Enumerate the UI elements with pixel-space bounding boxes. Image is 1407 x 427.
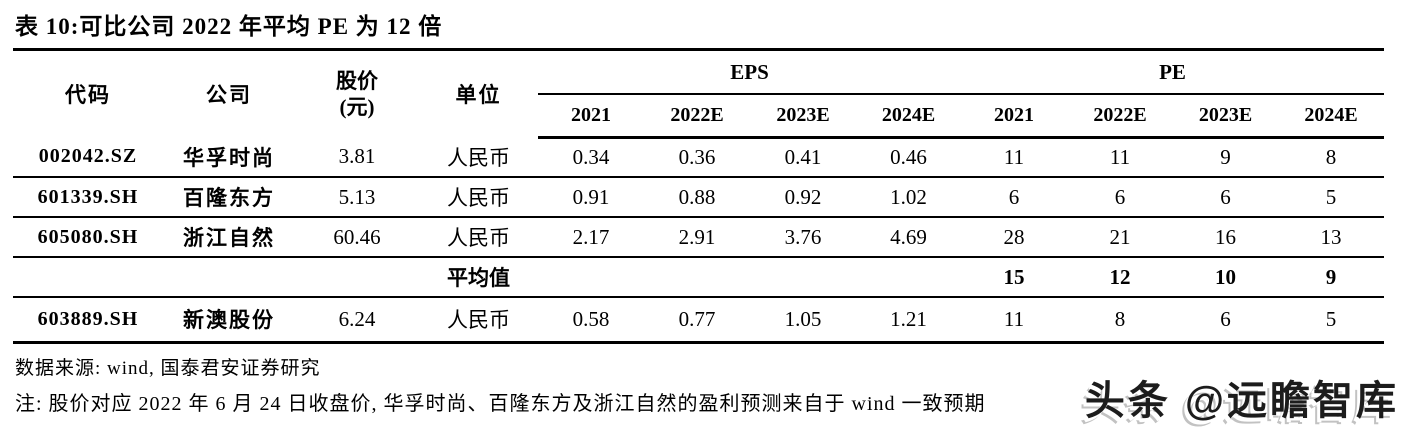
- watermark: 头条 @远瞻智库: [1084, 379, 1399, 423]
- stock-price: 5.13: [295, 177, 419, 218]
- eps-2024e: 0.46: [856, 137, 962, 178]
- pe-2022e: 6: [1067, 177, 1174, 218]
- stock-price: 3.81: [295, 137, 419, 178]
- pe-2023e: 6: [1173, 177, 1279, 218]
- eps-2021: 0.91: [538, 177, 644, 218]
- eps-2023e: 3.76: [750, 217, 856, 258]
- company-name: 百隆东方: [163, 177, 295, 218]
- col-header-company: 公司: [206, 83, 252, 107]
- eps-2024e: 1.02: [856, 177, 962, 218]
- empty-cell: [163, 257, 295, 298]
- stock-code: 601339.SH: [13, 177, 163, 218]
- col-header-price-line2: (元): [339, 95, 375, 119]
- stock-price: 6.24: [295, 297, 419, 344]
- stock-price: 60.46: [295, 217, 419, 258]
- col-header-price: 股价 (元): [295, 51, 419, 137]
- pe-2023e: 9: [1173, 137, 1279, 178]
- empty-cell: [750, 257, 856, 298]
- currency-unit: 人民币: [419, 177, 538, 218]
- currency-unit: 人民币: [419, 217, 538, 258]
- avg-pe-2024e: 9: [1278, 257, 1385, 298]
- col-header-price-line1: 股价: [336, 68, 378, 93]
- empty-cell: [295, 257, 419, 298]
- eps-2023e: 1.05: [750, 297, 856, 344]
- empty-cell: [856, 257, 962, 298]
- eps-2022e: 0.77: [644, 297, 750, 344]
- table-row-bailong: 601339.SH 百隆东方 5.13 人民币 0.91 0.88 0.92 1…: [13, 177, 1385, 218]
- eps-2021: 0.34: [538, 137, 644, 178]
- eps-2024e: 4.69: [856, 217, 962, 258]
- empty-cell: [644, 257, 750, 298]
- col-header-code: 代码: [65, 83, 111, 107]
- pe-2022e: 21: [1067, 217, 1174, 258]
- pe-2021: 6: [961, 177, 1068, 218]
- eps-2021: 2.17: [538, 217, 644, 258]
- pe-2024e: 5: [1278, 297, 1385, 344]
- table-header: 代码 公司 股价 (元) 单位 EPS PE 2021 2022E 2023E …: [13, 51, 1385, 139]
- eps-year-2022e: 2022E: [644, 94, 750, 139]
- pe-2022e: 8: [1067, 297, 1174, 344]
- col-header-unit: 单位: [455, 83, 502, 107]
- company-name: 新澳股份: [163, 297, 295, 344]
- currency-unit: 人民币: [419, 297, 538, 344]
- comparable-company-report: 表 10:可比公司 2022 年平均 PE 为 12 倍 代码 公司 股价 (元…: [13, 0, 1385, 416]
- pe-year-2023e: 2023E: [1173, 94, 1279, 139]
- pe-year-2022e: 2022E: [1067, 94, 1174, 139]
- table-row-average: 平均值 15 12 10 9: [13, 257, 1385, 298]
- header-years-row: 2021 2022E 2023E 2024E 2021 2022E 2023E …: [13, 94, 1385, 139]
- table-body: 002042.SZ 华孚时尚 3.81 人民币 0.34 0.36 0.41 0…: [13, 137, 1385, 344]
- avg-pe-2023e: 10: [1173, 257, 1279, 298]
- eps-2022e: 2.91: [644, 217, 750, 258]
- pe-2024e: 13: [1278, 217, 1385, 258]
- pe-2022e: 11: [1067, 137, 1174, 178]
- company-name: 华孚时尚: [163, 137, 295, 178]
- eps-year-2023e: 2023E: [750, 94, 856, 139]
- eps-year-2024e: 2024E: [856, 94, 962, 139]
- eps-2021: 0.58: [538, 297, 644, 344]
- eps-year-2021: 2021: [538, 94, 644, 139]
- eps-2023e: 0.92: [750, 177, 856, 218]
- group-header-eps: EPS: [538, 51, 962, 95]
- footnote: 注: 股价对应 2022 年 6 月 24 日收盘价, 华孚时尚、百隆东方及浙江…: [15, 392, 986, 415]
- pe-2023e: 16: [1173, 217, 1279, 258]
- avg-pe-2022e: 12: [1067, 257, 1174, 298]
- empty-cell: [13, 257, 163, 298]
- data-source-note: 数据来源: wind, 国泰君安证券研究: [15, 357, 321, 379]
- pe-2024e: 5: [1278, 177, 1385, 218]
- eps-2022e: 0.36: [644, 137, 750, 178]
- stock-code: 002042.SZ: [13, 137, 163, 178]
- table-row-huafu: 002042.SZ 华孚时尚 3.81 人民币 0.34 0.36 0.41 0…: [13, 137, 1385, 178]
- header-group-row: 代码 公司 股价 (元) 单位 EPS PE: [13, 51, 1385, 119]
- pe-year-2021: 2021: [961, 94, 1068, 139]
- table-row-zhejiang: 605080.SH 浙江自然 60.46 人民币 2.17 2.91 3.76 …: [13, 217, 1385, 258]
- table-title: 表 10:可比公司 2022 年平均 PE 为 12 倍: [13, 0, 1384, 51]
- currency-unit: 人民币: [419, 137, 538, 178]
- pe-comparison-table: 代码 公司 股价 (元) 单位 EPS PE 2021 2022E 2023E …: [13, 51, 1385, 344]
- eps-2024e: 1.21: [856, 297, 962, 344]
- pe-2021: 11: [961, 137, 1068, 178]
- stock-code: 605080.SH: [13, 217, 163, 258]
- pe-2021: 28: [961, 217, 1068, 258]
- pe-year-2024e: 2024E: [1278, 94, 1385, 139]
- stock-code: 603889.SH: [13, 297, 163, 344]
- eps-2022e: 0.88: [644, 177, 750, 218]
- company-name: 浙江自然: [163, 217, 295, 258]
- pe-2021: 11: [961, 297, 1068, 344]
- empty-cell: [538, 257, 644, 298]
- table-row-xinao: 603889.SH 新澳股份 6.24 人民币 0.58 0.77 1.05 1…: [13, 297, 1385, 344]
- average-label: 平均值: [419, 257, 538, 298]
- avg-pe-2021: 15: [961, 257, 1068, 298]
- group-header-pe: PE: [961, 51, 1385, 95]
- eps-2023e: 0.41: [750, 137, 856, 178]
- pe-2024e: 8: [1278, 137, 1385, 178]
- pe-2023e: 6: [1173, 297, 1279, 344]
